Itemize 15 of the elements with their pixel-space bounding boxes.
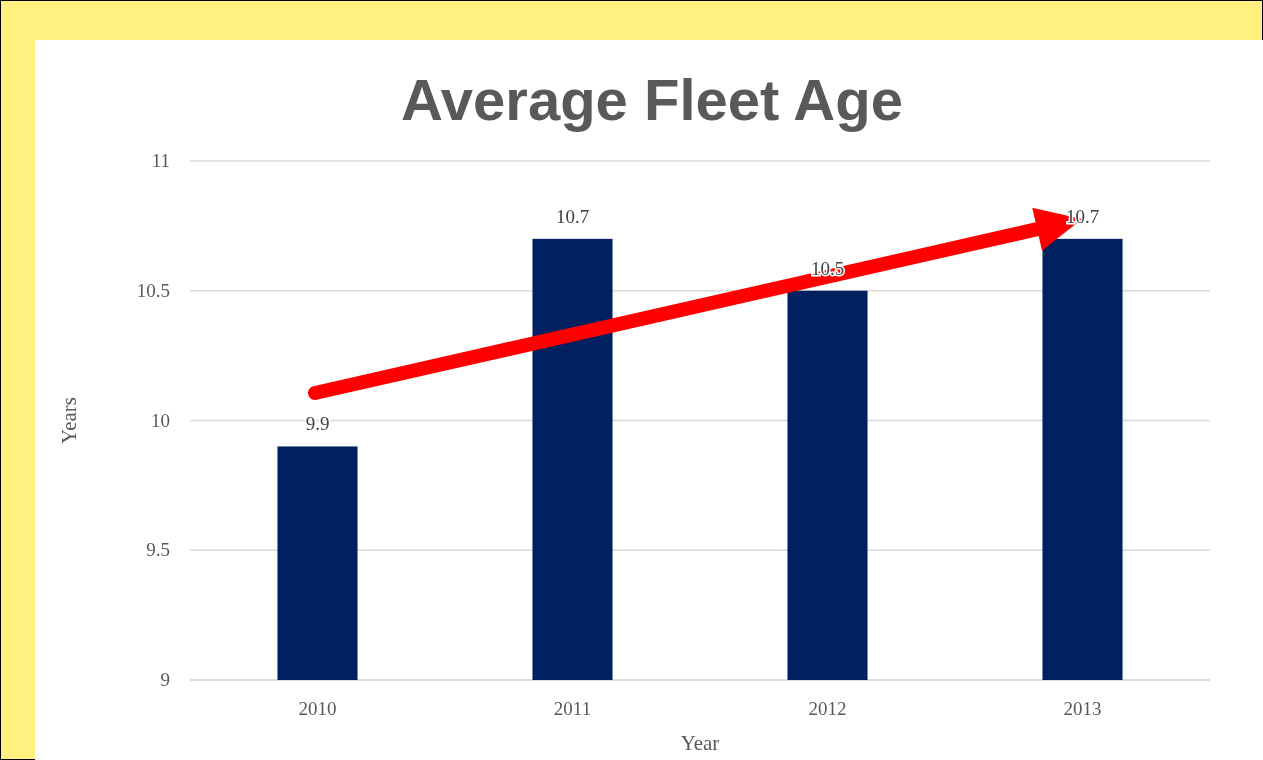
data-label: 10.7 — [1065, 205, 1100, 227]
y-tick-label: 11 — [151, 150, 170, 171]
x-tick-label: 2013 — [1063, 698, 1102, 719]
data-label: 10.7 — [555, 205, 590, 227]
x-axis-title: Year — [680, 731, 720, 755]
y-tick-label: 10 — [151, 409, 170, 431]
y-tick-label: 10.5 — [136, 279, 170, 301]
x-tick-label: 2010 — [298, 698, 337, 719]
data-label: 9.9 — [305, 413, 330, 435]
y-tick-label: 9.5 — [146, 539, 170, 561]
x-tick-label: 2012 — [808, 698, 847, 719]
chart-title: Average Fleet Age — [401, 67, 903, 132]
x-tick-label: 2011 — [553, 698, 592, 719]
y-axis-title: Years — [57, 397, 81, 444]
y-tick-label: 9 — [160, 669, 170, 690]
